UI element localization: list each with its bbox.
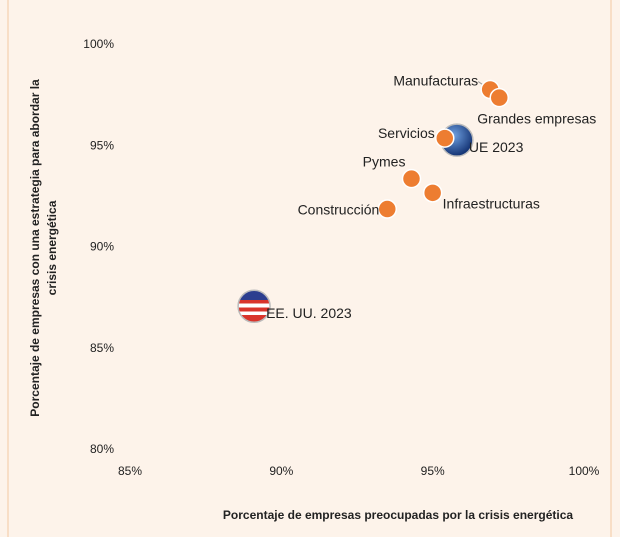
- point: [489, 87, 510, 108]
- y-tick-label: 90%: [90, 240, 114, 254]
- point: [422, 183, 443, 203]
- point-label: Infraestructuras: [443, 196, 540, 212]
- point-label: Manufacturas: [393, 72, 478, 88]
- x-tick-label: 95%: [421, 464, 445, 478]
- y-axis-title-line: crisis energética: [45, 200, 59, 295]
- point-label: Servicios: [378, 125, 435, 141]
- x-tick-label: 100%: [569, 464, 600, 478]
- y-axis-title: Porcentaje de empresas con una estrategi…: [28, 79, 59, 417]
- y-tick-label: 95%: [90, 138, 114, 152]
- point: [377, 199, 398, 219]
- x-axis-title: Porcentaje de empresas preocupadas por l…: [223, 508, 573, 522]
- point-label: Pymes: [363, 153, 406, 169]
- point-label: UE 2023: [469, 139, 524, 155]
- y-tick-label: 85%: [90, 341, 114, 355]
- point-label: Grandes empresas: [477, 110, 596, 126]
- point-label: EE. UU. 2023: [266, 305, 352, 321]
- point: [435, 128, 455, 148]
- point: [401, 168, 422, 189]
- y-tick-label: 100%: [83, 37, 114, 51]
- point: [237, 289, 271, 323]
- x-tick-label: 90%: [269, 464, 293, 478]
- point-label: Construcción: [298, 202, 380, 218]
- y-axis-title-line: Porcentaje de empresas con una estrategi…: [28, 79, 42, 417]
- y-tick-label: 80%: [90, 442, 114, 456]
- x-tick-label: 85%: [118, 464, 142, 478]
